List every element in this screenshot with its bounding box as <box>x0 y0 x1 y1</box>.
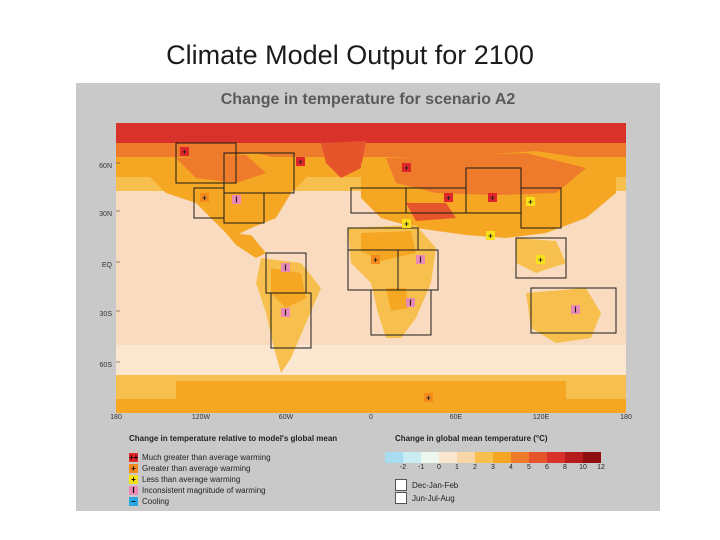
scale-tick-label: -2 <box>399 464 407 471</box>
scale-cell-1 <box>403 452 421 463</box>
temperature-map: + + + I + + + + + + + I I I I + I + <box>116 123 626 413</box>
legend-swatch: ++ <box>129 452 139 462</box>
lat-label-30n: 30N <box>99 211 112 218</box>
lat-label-60n: 60N <box>99 163 112 170</box>
lon-label-60e: 60E <box>449 414 463 421</box>
scale-tick-label: 0 <box>437 464 441 471</box>
scale-cell-5 <box>475 452 493 463</box>
scale-tick-label: 8 <box>563 464 567 471</box>
svg-text:+: + <box>488 232 493 241</box>
legend-swatch: + <box>129 474 138 484</box>
scale-cell-8 <box>529 452 547 463</box>
scale-cell-6 <box>493 452 511 463</box>
scale-cell-3 <box>439 452 457 463</box>
lon-label-120e: 120E <box>532 414 550 421</box>
color-scale-bar <box>385 452 601 463</box>
legend-label: Cooling <box>142 496 170 506</box>
climate-figure: Change in temperature for scenario A2 60… <box>76 83 660 511</box>
scale-cell-4 <box>457 452 475 463</box>
scale-tick-label: 5 <box>527 464 531 471</box>
season-swatch <box>395 492 407 504</box>
scale-cell-9 <box>547 452 565 463</box>
lat-label-30s: 30S <box>99 311 112 318</box>
season-swatch <box>395 479 407 491</box>
color-scale-labels: -2 -1 0 1 2 3 4 5 6 8 10 12 <box>385 464 720 474</box>
svg-text:I: I <box>284 264 286 273</box>
lon-label-0: 0 <box>369 414 373 421</box>
scale-tick-label: 4 <box>509 464 513 471</box>
scale-cell-0 <box>385 452 403 463</box>
svg-text:+: + <box>404 220 409 229</box>
lat-label-60s: 60S <box>99 362 112 369</box>
scale-cell-11 <box>583 452 601 463</box>
legend-item: – Cooling <box>129 496 169 506</box>
scale-cell-7 <box>511 452 529 463</box>
lon-label-180e: 180 <box>620 414 632 421</box>
svg-text:+: + <box>404 164 409 173</box>
legend-right-title: Change in global mean temperature (°C) <box>395 434 548 443</box>
scale-tick-label: -1 <box>417 464 425 471</box>
legend-left-title: Change in temperature relative to model'… <box>129 434 338 443</box>
legend-swatch: I <box>129 485 138 495</box>
scale-tick-label: 2 <box>473 464 477 471</box>
scale-tick-label: 10 <box>579 464 587 471</box>
season-legend-item: Jun-Jul-Aug <box>395 492 455 504</box>
legend-item: + Greater than average warming <box>129 463 251 473</box>
svg-text:+: + <box>528 198 533 207</box>
scale-tick-label: 12 <box>597 464 605 471</box>
lon-label-60w: 60W <box>278 414 294 421</box>
lat-label-eq: EQ <box>101 262 112 269</box>
svg-text:+: + <box>373 256 378 265</box>
scale-tick-label: 1 <box>455 464 459 471</box>
svg-text:I: I <box>235 196 237 205</box>
svg-text:+: + <box>182 148 187 157</box>
scale-cell-10 <box>565 452 583 463</box>
season-label: Dec-Jan-Feb <box>412 480 459 490</box>
legend-item: ++ Much greater than average warming <box>129 452 271 462</box>
legend-swatch: – <box>129 496 138 506</box>
season-legend-item: Dec-Jan-Feb <box>395 479 458 491</box>
lon-label-180w: 180 <box>110 414 122 421</box>
season-label: Jun-Jul-Aug <box>412 493 455 503</box>
svg-text:+: + <box>298 158 303 167</box>
svg-text:+: + <box>446 194 451 203</box>
scale-tick-label: 6 <box>545 464 549 471</box>
scale-tick-label: 3 <box>491 464 495 471</box>
legend-item: I Inconsistent magnitude of warming <box>129 485 266 495</box>
legend-label: Less than average warming <box>142 474 241 484</box>
svg-text:I: I <box>409 299 411 308</box>
legend-label: Much greater than average warming <box>142 452 271 462</box>
svg-text:I: I <box>284 309 286 318</box>
svg-text:+: + <box>202 194 207 203</box>
svg-text:I: I <box>419 256 421 265</box>
figure-title: Change in temperature for scenario A2 <box>220 91 516 108</box>
legend-swatch: + <box>129 463 138 473</box>
svg-text:+: + <box>538 256 543 265</box>
svg-text:+: + <box>426 394 431 403</box>
scale-cell-2 <box>421 452 439 463</box>
svg-text:+: + <box>490 194 495 203</box>
svg-text:I: I <box>574 306 576 315</box>
legend-label: Inconsistent magnitude of warming <box>142 485 266 495</box>
lon-label-120w: 120W <box>191 414 211 421</box>
legend-item: + Less than average warming <box>129 474 240 484</box>
legend-label: Greater than average warming <box>142 463 251 473</box>
slide-title: Climate Model Output for 2100 <box>166 40 534 70</box>
